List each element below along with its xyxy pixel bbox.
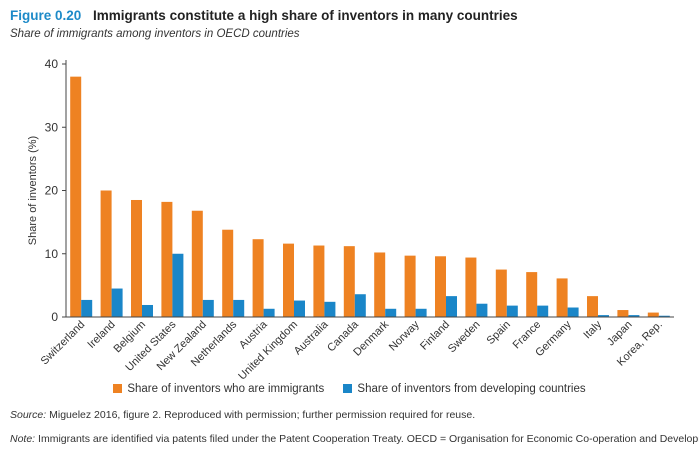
x-tick-label-switzerland: Switzerland [39,319,88,368]
bar-developing-new-zealand [202,299,214,317]
x-tick-label-spain: Spain [485,319,513,347]
bar-developing-sweden [476,303,488,317]
bars-group [70,76,670,318]
bar-immigrants-france [526,272,538,317]
bar-immigrants-italy [587,296,598,317]
bar-immigrants-norway [404,255,416,317]
bar-developing-japan [628,315,640,317]
note-text: Immigrants are identified via patents fi… [38,433,699,445]
x-tick-label-italy: Italy [581,318,604,341]
bar-developing-netherlands [233,299,245,317]
bar-developing-belgium [142,304,153,317]
bar-immigrants-new-zealand [191,210,203,317]
bar-developing-norway [415,308,427,317]
bar-immigrants-ireland [100,190,112,317]
bar-immigrants-switzerland [70,76,82,318]
bar-chart: 0 10 20 30 40 Share of inventors (%) Switzerla… [27,57,674,380]
legend-label-immigrants: Share of inventors who are immigrants [127,383,325,395]
bar-immigrants-korea-rep- [647,312,659,317]
bar-immigrants-japan [617,310,629,317]
bar-immigrants-denmark [374,252,386,317]
bar-developing-australia [324,301,336,317]
figure-subtitle: Share of immigrants among inventors in O… [10,28,300,40]
legend-swatch-immigrants [113,384,123,393]
bar-immigrants-sweden [465,257,477,317]
bar-developing-finland [446,296,457,317]
figure-heading: Figure 0.20 Immigrants constitute a high… [10,8,518,23]
bar-developing-spain [506,305,518,317]
bar-developing-italy [598,315,609,317]
bar-developing-united-states [172,253,184,317]
bar-immigrants-netherlands [222,229,234,317]
bar-developing-france [537,305,549,317]
x-tick-label-norway: Norway [387,318,422,353]
figure-number: Figure 0.20 [10,8,82,23]
bar-developing-germany [567,307,579,317]
legend: Share of inventors who are immigrants Sh… [0,383,699,395]
bar-immigrants-canada [343,246,355,317]
bar-immigrants-united-states [161,201,173,317]
bar-immigrants-austria [252,239,264,317]
y-tick-label: 40 [45,57,59,71]
x-tick-label-sweden: Sweden [446,319,483,356]
bar-developing-ireland [111,288,123,317]
figure-title: Immigrants constitute a high share of in… [93,8,518,23]
footnote: Note: Immigrants are identified via pate… [10,433,699,445]
bar-immigrants-germany [556,278,568,317]
axes-group: 0 10 20 30 40 Share of inventors (%) Switzerla… [27,57,674,380]
bar-immigrants-united-kingdom [283,243,294,317]
legend-swatch-developing [343,384,353,393]
y-tick-label: 10 [45,247,59,261]
bar-immigrants-spain [495,269,507,317]
bar-immigrants-belgium [131,199,142,317]
bar-immigrants-finland [435,256,446,317]
bar-developing-united-kingdom [294,300,305,317]
bar-developing-canada [354,294,366,317]
bar-immigrants-australia [313,245,325,317]
x-tick-label-australia: Australia [292,318,331,357]
y-axis-title: Share of inventors (%) [27,136,39,245]
y-tick-label: 20 [45,184,59,198]
note-label: Note: [10,433,36,445]
legend-item-immigrants: Share of inventors who are immigrants [113,383,324,395]
bar-developing-switzerland [81,299,93,317]
source-label: Source: [10,409,47,421]
bar-developing-korea-rep- [658,315,670,317]
source-text: Miguelez 2016, figure 2. Reproduced with… [49,409,476,421]
legend-item-developing: Share of inventors from developing count… [343,383,586,395]
y-tick-label: 30 [45,120,59,134]
legend-label-developing: Share of inventors from developing count… [357,383,586,395]
bar-developing-austria [263,308,275,317]
source-note: Source: Miguelez 2016, figure 2. Reprodu… [10,409,475,421]
y-tick-label: 0 [51,310,58,324]
bar-developing-denmark [385,308,397,317]
